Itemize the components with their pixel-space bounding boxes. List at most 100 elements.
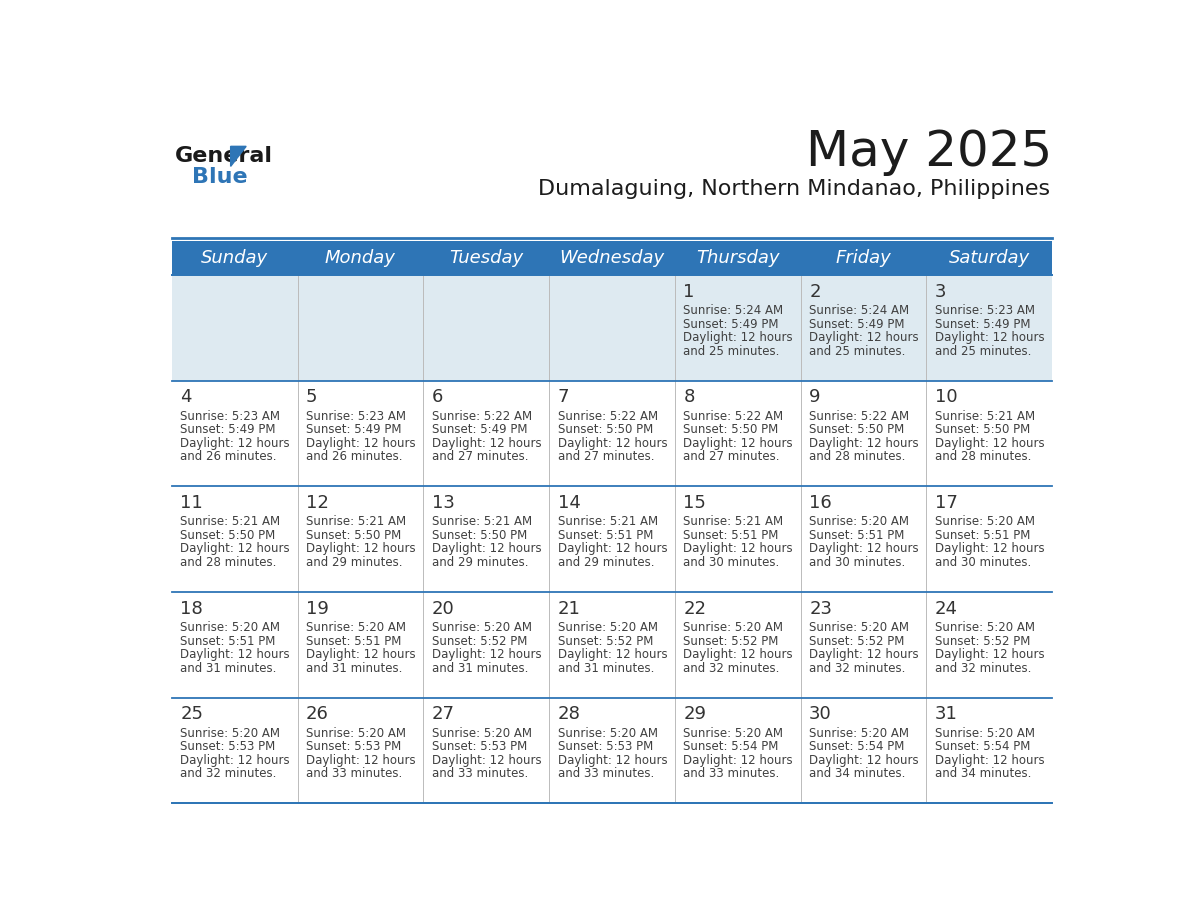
Text: Dumalaguing, Northern Mindanao, Philippines: Dumalaguing, Northern Mindanao, Philippi… xyxy=(538,179,1050,199)
Text: and 26 minutes.: and 26 minutes. xyxy=(307,450,403,464)
Text: Daylight: 12 hours: Daylight: 12 hours xyxy=(431,543,542,555)
Text: 28: 28 xyxy=(557,705,581,723)
Text: 1: 1 xyxy=(683,283,695,300)
Text: Saturday: Saturday xyxy=(949,249,1030,267)
Text: and 28 minutes.: and 28 minutes. xyxy=(935,450,1031,464)
Text: Sunrise: 5:24 AM: Sunrise: 5:24 AM xyxy=(683,304,783,318)
Text: Daylight: 12 hours: Daylight: 12 hours xyxy=(683,331,792,344)
Text: Sunrise: 5:22 AM: Sunrise: 5:22 AM xyxy=(809,409,909,423)
Text: and 25 minutes.: and 25 minutes. xyxy=(935,344,1031,358)
Text: Sunset: 5:50 PM: Sunset: 5:50 PM xyxy=(181,529,276,542)
Text: and 32 minutes.: and 32 minutes. xyxy=(683,662,779,675)
Text: and 27 minutes.: and 27 minutes. xyxy=(683,450,779,464)
Text: Monday: Monday xyxy=(326,249,396,267)
Text: Daylight: 12 hours: Daylight: 12 hours xyxy=(935,543,1044,555)
Text: 26: 26 xyxy=(307,705,329,723)
Text: Sunset: 5:53 PM: Sunset: 5:53 PM xyxy=(307,740,402,754)
Text: Sunset: 5:49 PM: Sunset: 5:49 PM xyxy=(683,318,779,330)
Text: 19: 19 xyxy=(307,599,329,618)
Bar xyxy=(172,381,1053,487)
Text: Sunset: 5:53 PM: Sunset: 5:53 PM xyxy=(181,740,276,754)
Text: and 28 minutes.: and 28 minutes. xyxy=(809,450,905,464)
Text: Daylight: 12 hours: Daylight: 12 hours xyxy=(181,437,290,450)
Text: and 25 minutes.: and 25 minutes. xyxy=(683,344,779,358)
Text: Sunrise: 5:20 AM: Sunrise: 5:20 AM xyxy=(307,727,406,740)
Text: Daylight: 12 hours: Daylight: 12 hours xyxy=(307,754,416,767)
Text: Sunday: Sunday xyxy=(201,249,268,267)
Text: Sunset: 5:52 PM: Sunset: 5:52 PM xyxy=(557,634,653,647)
Text: and 33 minutes.: and 33 minutes. xyxy=(431,767,529,780)
Text: Sunset: 5:49 PM: Sunset: 5:49 PM xyxy=(431,423,527,436)
Text: Thursday: Thursday xyxy=(696,249,779,267)
Text: Sunrise: 5:20 AM: Sunrise: 5:20 AM xyxy=(683,621,783,634)
Text: Daylight: 12 hours: Daylight: 12 hours xyxy=(809,331,918,344)
Text: Daylight: 12 hours: Daylight: 12 hours xyxy=(431,754,542,767)
Text: Daylight: 12 hours: Daylight: 12 hours xyxy=(809,754,918,767)
Text: Sunrise: 5:20 AM: Sunrise: 5:20 AM xyxy=(809,727,909,740)
Text: Sunrise: 5:20 AM: Sunrise: 5:20 AM xyxy=(557,621,658,634)
Text: and 34 minutes.: and 34 minutes. xyxy=(809,767,905,780)
Text: 30: 30 xyxy=(809,705,832,723)
Text: Sunrise: 5:20 AM: Sunrise: 5:20 AM xyxy=(809,621,909,634)
Text: and 31 minutes.: and 31 minutes. xyxy=(181,662,277,675)
Text: Daylight: 12 hours: Daylight: 12 hours xyxy=(431,437,542,450)
Text: Daylight: 12 hours: Daylight: 12 hours xyxy=(809,543,918,555)
Text: Sunrise: 5:23 AM: Sunrise: 5:23 AM xyxy=(935,304,1035,318)
Text: 14: 14 xyxy=(557,494,581,512)
Text: Sunset: 5:53 PM: Sunset: 5:53 PM xyxy=(431,740,527,754)
Text: and 28 minutes.: and 28 minutes. xyxy=(181,556,277,569)
Text: and 30 minutes.: and 30 minutes. xyxy=(935,556,1031,569)
Text: Sunrise: 5:22 AM: Sunrise: 5:22 AM xyxy=(683,409,783,423)
Text: Sunrise: 5:20 AM: Sunrise: 5:20 AM xyxy=(935,727,1035,740)
Text: 27: 27 xyxy=(431,705,455,723)
Text: Sunset: 5:50 PM: Sunset: 5:50 PM xyxy=(557,423,653,436)
Text: Sunset: 5:53 PM: Sunset: 5:53 PM xyxy=(557,740,653,754)
Text: and 27 minutes.: and 27 minutes. xyxy=(431,450,529,464)
Text: May 2025: May 2025 xyxy=(805,128,1053,176)
Text: Sunset: 5:49 PM: Sunset: 5:49 PM xyxy=(307,423,402,436)
Text: 10: 10 xyxy=(935,388,958,407)
Bar xyxy=(172,698,1053,803)
Text: Sunrise: 5:20 AM: Sunrise: 5:20 AM xyxy=(181,621,280,634)
Text: Sunset: 5:54 PM: Sunset: 5:54 PM xyxy=(935,740,1030,754)
Text: Sunset: 5:51 PM: Sunset: 5:51 PM xyxy=(557,529,653,542)
Text: Sunrise: 5:21 AM: Sunrise: 5:21 AM xyxy=(431,516,532,529)
Text: Daylight: 12 hours: Daylight: 12 hours xyxy=(557,437,668,450)
Text: Sunset: 5:49 PM: Sunset: 5:49 PM xyxy=(809,318,904,330)
Text: 7: 7 xyxy=(557,388,569,407)
Text: Sunset: 5:51 PM: Sunset: 5:51 PM xyxy=(935,529,1030,542)
Bar xyxy=(172,274,1053,381)
Text: Daylight: 12 hours: Daylight: 12 hours xyxy=(935,754,1044,767)
Text: Sunset: 5:54 PM: Sunset: 5:54 PM xyxy=(683,740,779,754)
Text: Sunset: 5:51 PM: Sunset: 5:51 PM xyxy=(307,634,402,647)
Bar xyxy=(172,487,1053,592)
Text: and 31 minutes.: and 31 minutes. xyxy=(431,662,529,675)
Text: 18: 18 xyxy=(181,599,203,618)
Text: General: General xyxy=(175,146,273,165)
Text: Daylight: 12 hours: Daylight: 12 hours xyxy=(809,437,918,450)
Text: 25: 25 xyxy=(181,705,203,723)
Text: and 31 minutes.: and 31 minutes. xyxy=(557,662,653,675)
Text: 12: 12 xyxy=(307,494,329,512)
Text: Sunrise: 5:24 AM: Sunrise: 5:24 AM xyxy=(809,304,909,318)
Text: and 30 minutes.: and 30 minutes. xyxy=(809,556,905,569)
Text: and 32 minutes.: and 32 minutes. xyxy=(809,662,905,675)
Text: Sunset: 5:49 PM: Sunset: 5:49 PM xyxy=(181,423,276,436)
Text: Sunrise: 5:20 AM: Sunrise: 5:20 AM xyxy=(431,727,532,740)
Text: Sunrise: 5:20 AM: Sunrise: 5:20 AM xyxy=(683,727,783,740)
Text: Sunset: 5:50 PM: Sunset: 5:50 PM xyxy=(431,529,527,542)
Text: Daylight: 12 hours: Daylight: 12 hours xyxy=(683,543,792,555)
Text: 2: 2 xyxy=(809,283,821,300)
Text: Sunrise: 5:21 AM: Sunrise: 5:21 AM xyxy=(935,409,1035,423)
Text: and 25 minutes.: and 25 minutes. xyxy=(809,344,905,358)
Text: Sunrise: 5:23 AM: Sunrise: 5:23 AM xyxy=(307,409,406,423)
Text: Daylight: 12 hours: Daylight: 12 hours xyxy=(935,331,1044,344)
Text: Sunrise: 5:20 AM: Sunrise: 5:20 AM xyxy=(307,621,406,634)
Text: 8: 8 xyxy=(683,388,695,407)
Text: Sunrise: 5:21 AM: Sunrise: 5:21 AM xyxy=(181,516,280,529)
Text: 5: 5 xyxy=(307,388,317,407)
Text: 11: 11 xyxy=(181,494,203,512)
Text: Daylight: 12 hours: Daylight: 12 hours xyxy=(683,754,792,767)
Text: and 31 minutes.: and 31 minutes. xyxy=(307,662,403,675)
Text: and 30 minutes.: and 30 minutes. xyxy=(683,556,779,569)
